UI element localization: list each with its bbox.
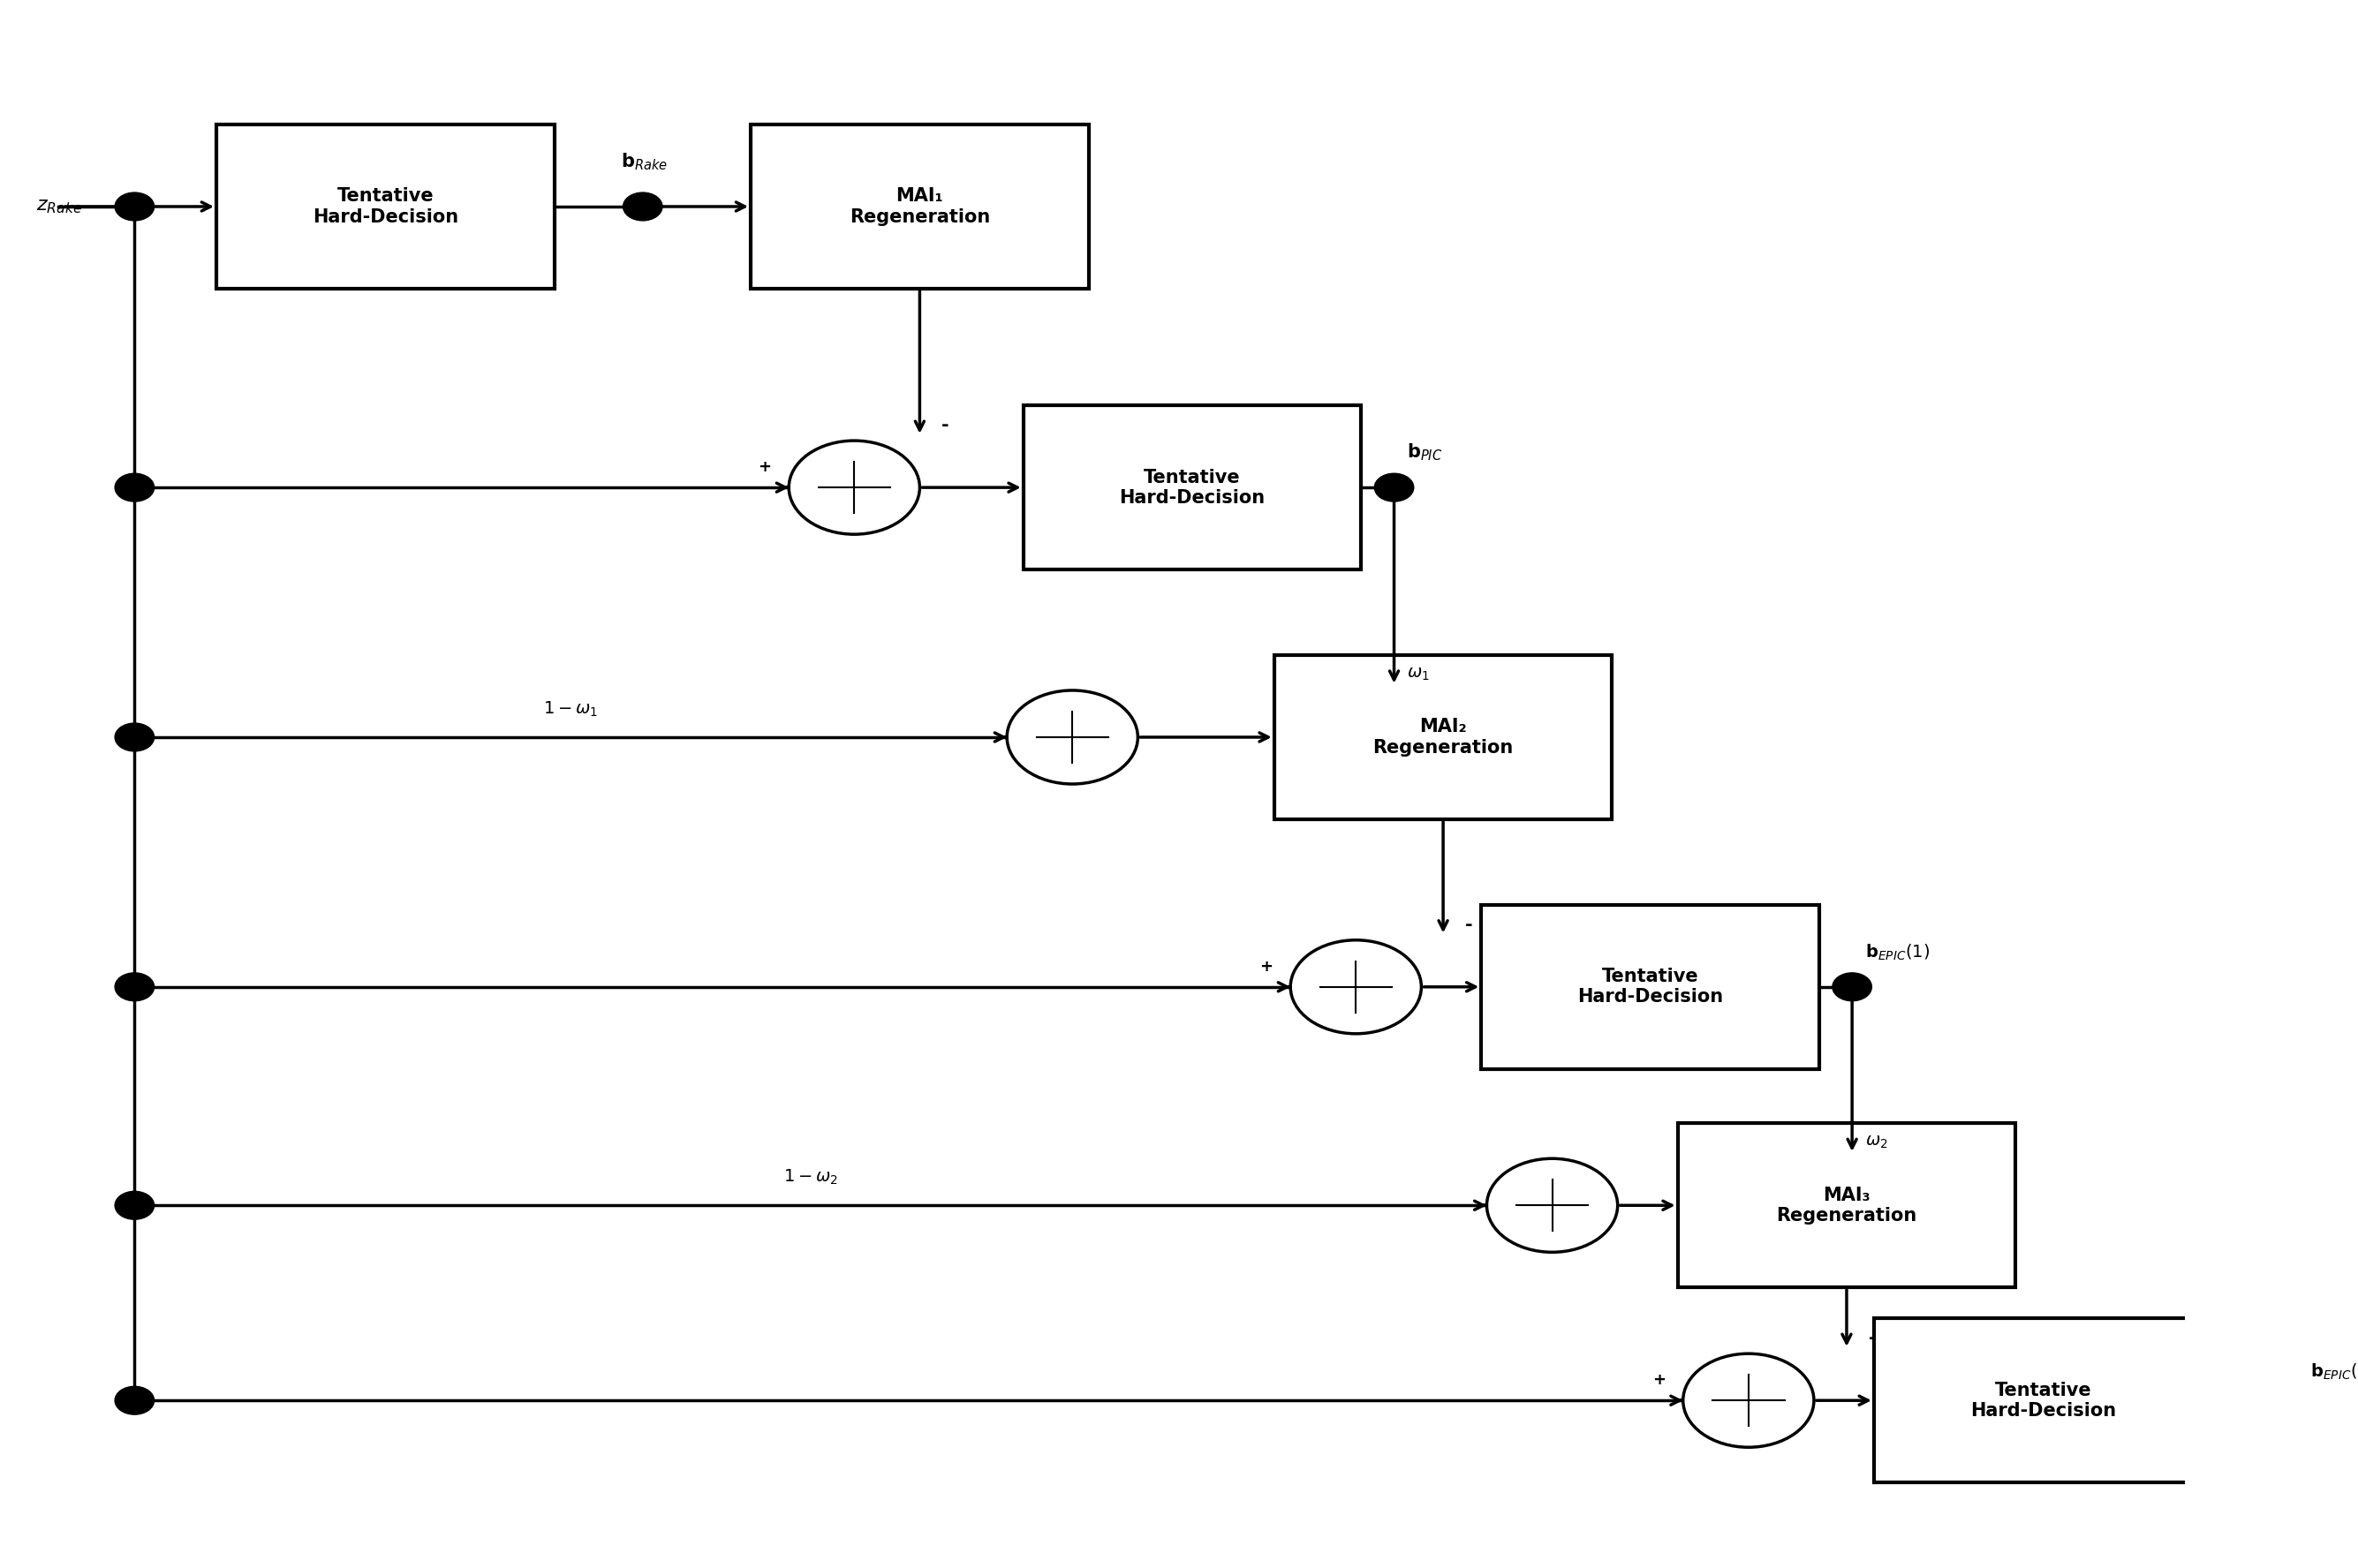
Bar bbox=[217, 124, 554, 289]
Circle shape bbox=[116, 193, 153, 221]
Text: +: + bbox=[1653, 1372, 1665, 1388]
Circle shape bbox=[623, 193, 663, 221]
Circle shape bbox=[790, 441, 920, 535]
Circle shape bbox=[116, 972, 153, 1000]
Text: $\mathbf{b}_{PIC}$: $\mathbf{b}_{PIC}$ bbox=[1408, 442, 1443, 463]
Circle shape bbox=[1832, 972, 1872, 1000]
Bar bbox=[1677, 1123, 2016, 1287]
Text: +: + bbox=[759, 459, 771, 475]
Circle shape bbox=[116, 1386, 153, 1414]
Text: Tentative
Hard-Decision: Tentative Hard-Decision bbox=[1578, 967, 1724, 1007]
Text: +: + bbox=[1259, 958, 1273, 974]
Text: $\omega_1$: $\omega_1$ bbox=[1408, 666, 1429, 682]
Text: Tentative
Hard-Decision: Tentative Hard-Decision bbox=[314, 188, 457, 226]
Text: -: - bbox=[1868, 1330, 1877, 1347]
Text: $\mathbf{b}_{EPIC}(1)$: $\mathbf{b}_{EPIC}(1)$ bbox=[1865, 942, 1929, 961]
Text: Tentative
Hard-Decision: Tentative Hard-Decision bbox=[1120, 469, 1266, 506]
Circle shape bbox=[1375, 474, 1415, 502]
Bar bbox=[1273, 655, 1613, 818]
Text: $\omega_2$: $\omega_2$ bbox=[1865, 1134, 1889, 1151]
Circle shape bbox=[1684, 1353, 1813, 1447]
Circle shape bbox=[116, 723, 153, 751]
Text: MAI₂
Regeneration: MAI₂ Regeneration bbox=[1372, 718, 1514, 756]
Text: $z_{Rake}$: $z_{Rake}$ bbox=[35, 198, 83, 215]
Circle shape bbox=[116, 1192, 153, 1220]
Text: MAI₁
Regeneration: MAI₁ Regeneration bbox=[849, 188, 990, 226]
Circle shape bbox=[116, 474, 153, 502]
Text: MAI₃
Regeneration: MAI₃ Regeneration bbox=[1776, 1187, 1917, 1225]
Bar bbox=[1023, 406, 1361, 569]
Circle shape bbox=[1007, 690, 1139, 784]
Circle shape bbox=[1290, 941, 1422, 1033]
Text: -: - bbox=[1464, 916, 1474, 935]
Text: Tentative
Hard-Decision: Tentative Hard-Decision bbox=[1969, 1381, 2115, 1419]
Text: -: - bbox=[941, 417, 950, 434]
Bar bbox=[1875, 1319, 2212, 1482]
Bar bbox=[1481, 905, 1820, 1069]
Text: $\mathbf{b}_{Rake}$: $\mathbf{b}_{Rake}$ bbox=[620, 152, 667, 172]
Bar bbox=[750, 124, 1089, 289]
Circle shape bbox=[1488, 1159, 1618, 1253]
Text: $1-\omega_2$: $1-\omega_2$ bbox=[783, 1168, 837, 1187]
Text: $\mathbf{b}_{EPIC}(2)$: $\mathbf{b}_{EPIC}(2)$ bbox=[2311, 1363, 2358, 1381]
Text: $1-\omega_1$: $1-\omega_1$ bbox=[542, 699, 599, 718]
